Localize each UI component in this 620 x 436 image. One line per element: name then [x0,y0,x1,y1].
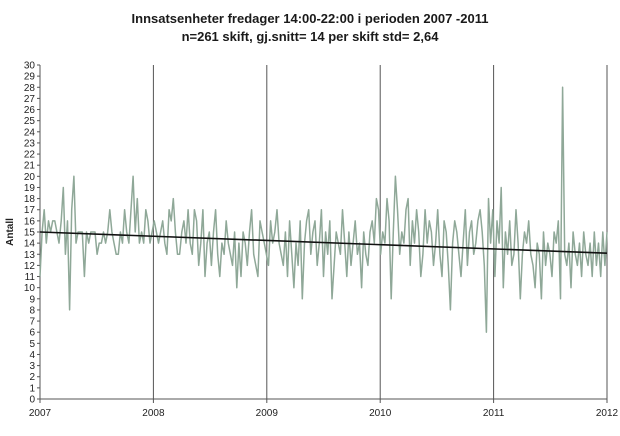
y-tick-label-30: 30 [24,61,36,72]
x-tick-label-2008: 2008 [142,408,165,419]
y-tick-label-10: 10 [24,283,36,294]
y-tick-label-18: 18 [24,194,36,205]
y-tick-label-20: 20 [24,172,36,183]
trend-line [39,231,608,254]
chart-title: Innsatsenheter fredager 14:00-22:00 i pe… [131,11,489,26]
y-axis-label: Antall [5,218,16,246]
x-tick-label-2010: 2010 [369,408,392,419]
x-tick-label-2011: 2011 [483,408,505,419]
y-tick-label-5: 5 [29,339,35,350]
y-tick-label-0: 0 [29,395,35,406]
y-tick-labels: 0123456789101112131415161718192021222324… [24,61,40,406]
y-tick-label-17: 17 [24,205,36,216]
axes [39,65,607,400]
y-tick-label-24: 24 [24,127,36,138]
y-tick-label-26: 26 [24,105,36,116]
y-tick-label-4: 4 [29,350,35,361]
y-tick-label-11: 11 [25,272,36,283]
y-tick-label-22: 22 [24,150,36,161]
x-tick-label-2012: 2012 [596,408,619,419]
y-tick-label-15: 15 [24,228,36,239]
y-tick-label-7: 7 [29,317,35,328]
y-tick-label-29: 29 [24,72,36,83]
trend-line-group [39,231,608,254]
y-tick-label-27: 27 [24,94,36,105]
data-series [39,86,608,333]
y-tick-label-13: 13 [24,250,36,261]
y-tick-label-8: 8 [29,305,35,316]
x-tick-label-2007: 2007 [29,408,52,419]
y-tick-label-3: 3 [29,361,35,372]
y-tick-label-25: 25 [24,116,36,127]
y-tick-label-28: 28 [24,83,36,94]
y-tick-label-23: 23 [24,138,36,149]
y-tick-label-9: 9 [29,294,35,305]
y-tick-label-1: 1 [29,383,35,394]
chart-subtitle: n=261 skift, gj.snitt= 14 per skift std=… [181,29,439,44]
y-tick-label-14: 14 [24,239,36,250]
series-line-0 [39,86,608,333]
y-tick-label-16: 16 [24,216,36,227]
y-tick-label-12: 12 [24,261,36,272]
x-tick-labels: 2007 2008 2009 2010 2011 2012 [29,399,619,419]
y-tick-label-21: 21 [24,161,36,172]
x-tick-label-2009: 2009 [256,408,279,419]
y-tick-label-6: 6 [29,328,35,339]
y-tick-label-19: 19 [24,183,36,194]
y-tick-label-2: 2 [29,372,35,383]
